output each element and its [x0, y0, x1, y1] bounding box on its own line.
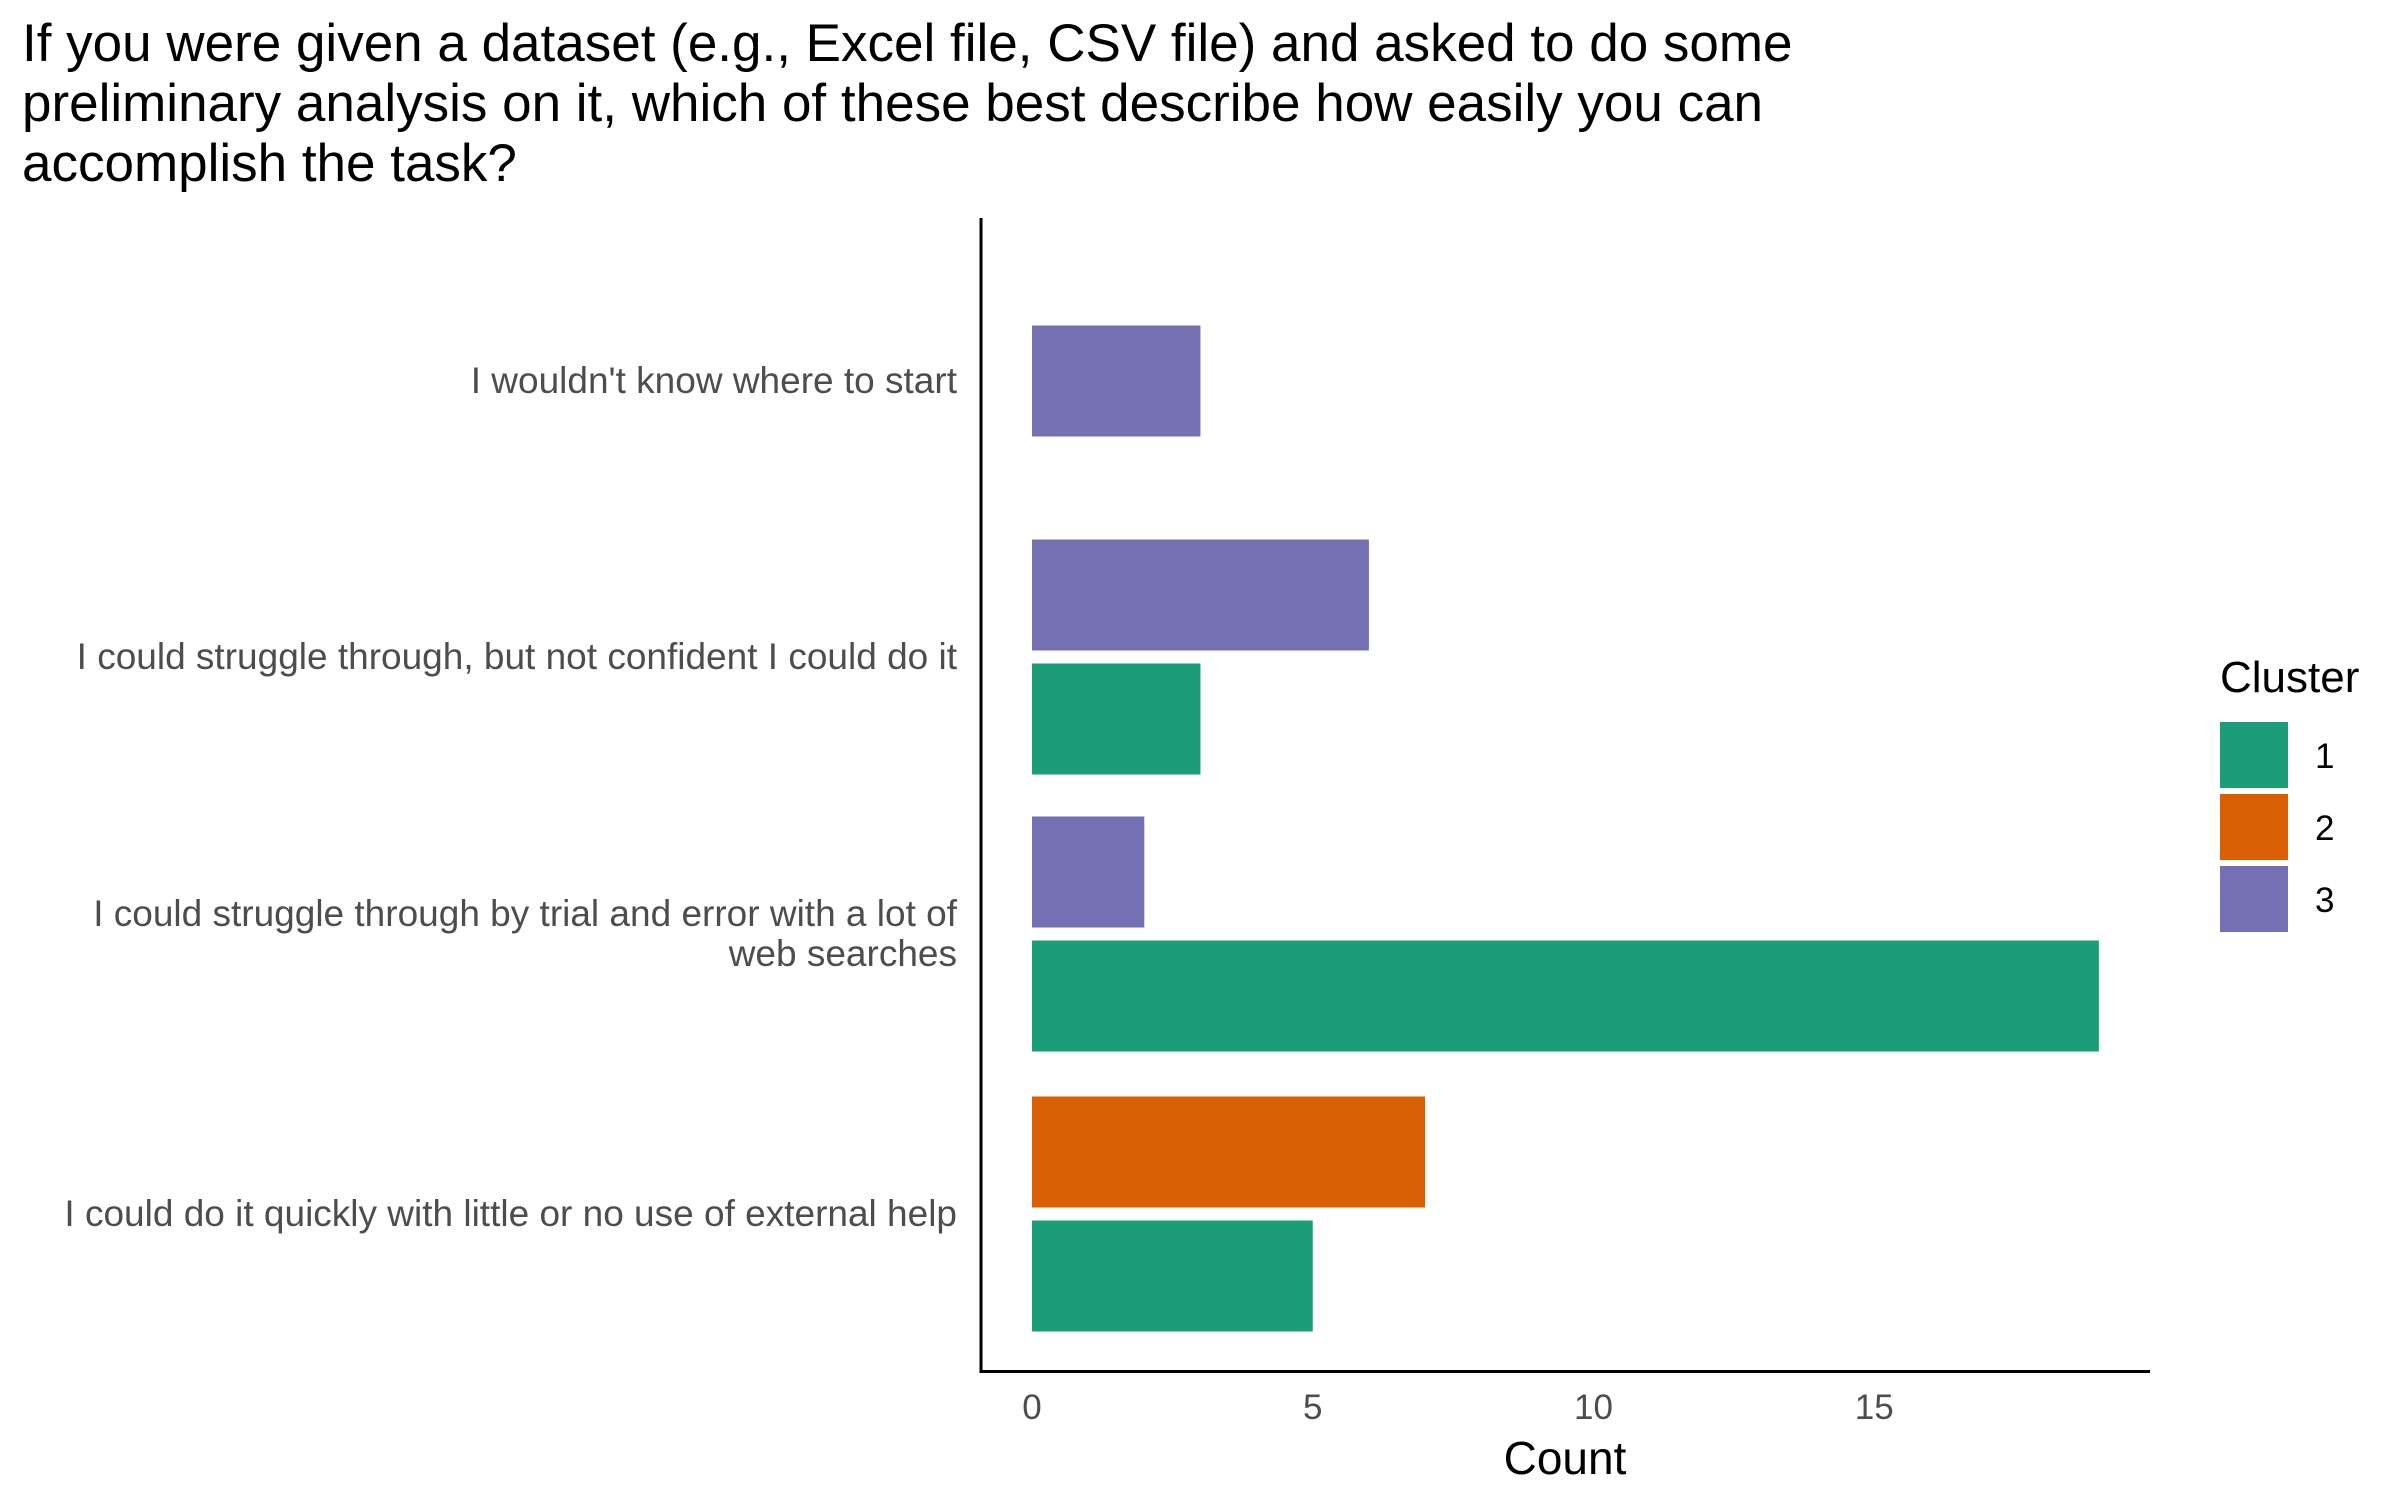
legend-swatch [2220, 722, 2288, 788]
bar-cluster-1-category-4 [1032, 1220, 1313, 1332]
x-tick-label: 5 [1303, 1388, 1322, 1427]
x-tick-labels: 0 5 10 15 [1022, 1388, 1893, 1427]
bar-cluster-1-category-3 [1032, 940, 2099, 1052]
bar-cluster-3-category-2 [1032, 539, 1369, 651]
legend-title: Cluster [2220, 653, 2359, 702]
bar-cluster-3-category-3 [1032, 816, 1145, 928]
x-tick-label: 15 [1855, 1388, 1894, 1427]
legend-swatch [2220, 866, 2288, 932]
legend-label: 2 [2315, 809, 2334, 848]
legend-label: 1 [2315, 737, 2334, 776]
legend: Cluster 1 2 3 [2220, 653, 2359, 932]
legend-label: 3 [2315, 881, 2334, 920]
bar-cluster-2-category-4 [1032, 1096, 1426, 1208]
category-label: I could struggle through, but not confid… [77, 636, 958, 677]
bar-cluster-1-category-2 [1032, 663, 1201, 775]
x-tick-label: 0 [1022, 1388, 1041, 1427]
x-tick-label: 10 [1574, 1388, 1613, 1427]
chart-title: If you were given a dataset (e.g., Excel… [22, 14, 1793, 193]
legend-entries: 1 2 3 [2220, 722, 2334, 932]
bar-cluster-3-category-1 [1032, 325, 1201, 437]
category-label: I could struggle through by trial and er… [93, 893, 958, 974]
category-label: I could do it quickly with little or no … [64, 1193, 957, 1234]
bars-layer [1032, 325, 2099, 1332]
category-label: I wouldn't know where to start [471, 360, 958, 401]
legend-swatch [2220, 794, 2288, 860]
x-axis-title: Count [1504, 1432, 1627, 1484]
category-labels: I wouldn't know where to start I could st… [64, 360, 957, 1234]
